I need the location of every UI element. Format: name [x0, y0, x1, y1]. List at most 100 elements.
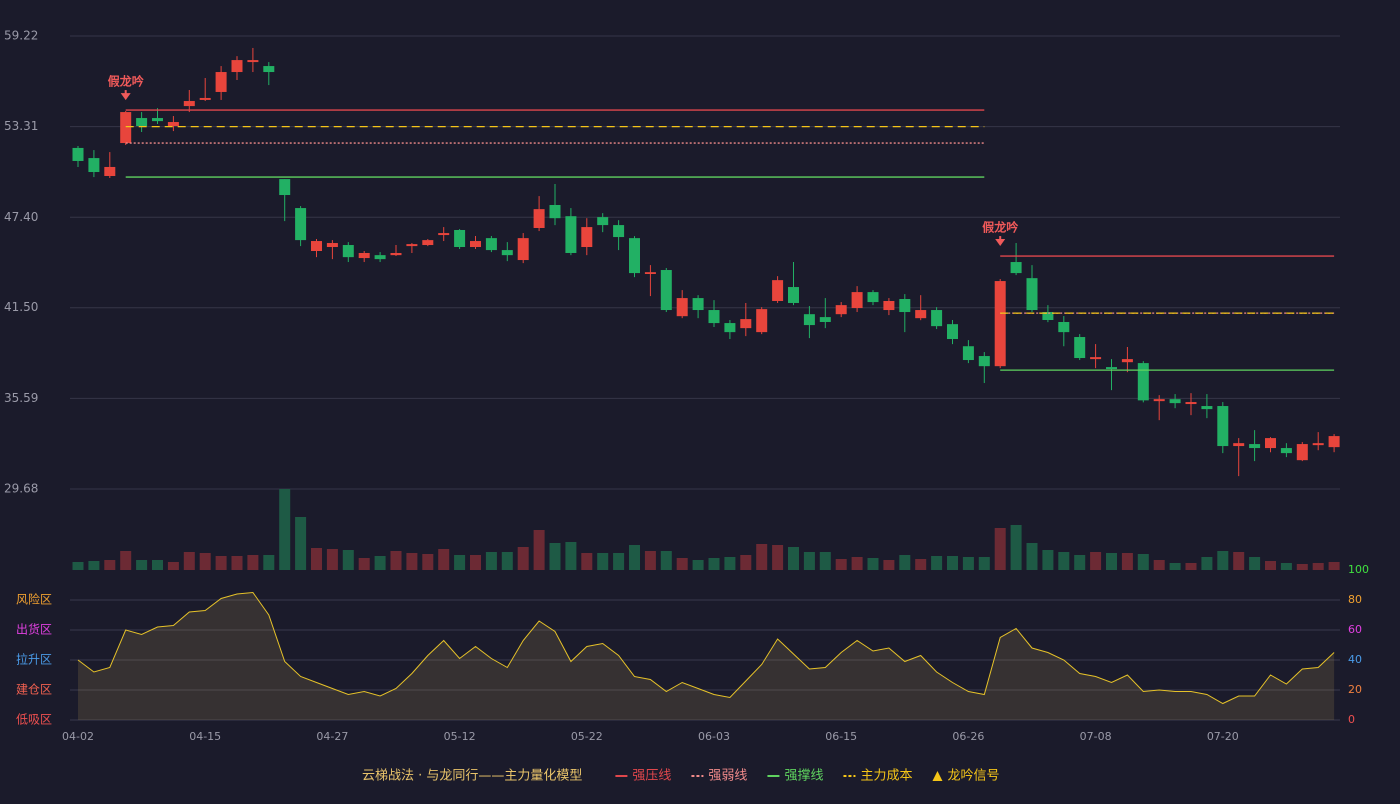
- volume-bar: [581, 553, 593, 570]
- volume-bar: [422, 554, 434, 570]
- y-tick-label: 35.59: [4, 391, 38, 405]
- candle-body: [1265, 438, 1276, 449]
- zone-label: 建仓区: [16, 683, 52, 697]
- volume-bar: [311, 548, 322, 570]
- candle-body: [279, 179, 291, 196]
- osc-tick-label: 20: [1348, 683, 1362, 696]
- volume-bar: [819, 552, 831, 570]
- candle-body: [167, 122, 179, 127]
- y-tick-label: 41.50: [4, 300, 38, 314]
- candle-body: [454, 229, 466, 248]
- candle-body: [1169, 399, 1181, 404]
- volume-bar: [915, 559, 927, 570]
- candle-body: [867, 292, 879, 303]
- candle-body: [311, 241, 322, 251]
- candle-body: [1249, 444, 1261, 449]
- candle-body: [644, 272, 656, 275]
- volume-bar: [788, 547, 799, 570]
- x-tick-label: 06-26: [952, 730, 984, 743]
- candle-body: [533, 209, 545, 228]
- candle-body: [215, 72, 227, 92]
- legend-label: 强压线: [632, 769, 671, 784]
- candle-body: [517, 238, 529, 261]
- volume-bar: [215, 556, 227, 570]
- volume-bar: [549, 543, 561, 570]
- volume-bar: [613, 553, 625, 570]
- candle-body: [136, 118, 148, 127]
- volume-bar: [1217, 551, 1229, 570]
- candle-body: [978, 356, 990, 367]
- x-tick-label: 05-12: [444, 730, 476, 743]
- legend-marker: [932, 771, 943, 781]
- volume-bar: [676, 558, 688, 570]
- candle-body: [883, 300, 895, 311]
- volume-bar: [1042, 550, 1054, 570]
- candle-body: [422, 240, 434, 246]
- volume-bar: [597, 553, 609, 570]
- candle-body: [756, 309, 768, 333]
- candle-body: [263, 66, 275, 73]
- candle-body: [708, 310, 720, 324]
- candle-body: [1058, 322, 1070, 333]
- volume-bar: [1153, 560, 1165, 570]
- volume-bar: [1312, 563, 1324, 570]
- legend-label: 强撑线: [784, 769, 823, 784]
- candle-body: [565, 216, 577, 253]
- signal-label: 假龙吟: [108, 74, 144, 89]
- candle-body: [1090, 357, 1102, 360]
- candle-body: [788, 287, 799, 303]
- osc-tick-label: 80: [1348, 593, 1362, 606]
- volume-bar: [533, 530, 545, 570]
- volume-bar: [183, 552, 195, 570]
- volume-bar: [72, 562, 84, 570]
- candle-body: [1201, 406, 1213, 410]
- volume-bar: [470, 555, 481, 570]
- candle-body: [406, 244, 418, 247]
- volume-bar: [978, 557, 990, 570]
- candle-body: [660, 270, 672, 311]
- candle-body: [1121, 359, 1133, 363]
- volume-bar: [1265, 561, 1276, 570]
- candle-body: [1042, 312, 1054, 321]
- volume-bar: [867, 558, 879, 570]
- x-tick-label: 07-20: [1207, 730, 1239, 743]
- volume-bar: [263, 555, 275, 570]
- candle-body: [1312, 443, 1324, 446]
- candle-body: [1106, 367, 1117, 370]
- candle-body: [740, 319, 752, 329]
- volume-bar: [1106, 553, 1117, 570]
- x-tick-label: 04-02: [62, 730, 94, 743]
- x-tick-label: 04-15: [189, 730, 221, 743]
- volume-bar: [247, 555, 259, 570]
- candle-body: [1328, 436, 1340, 448]
- y-tick-label: 59.22: [4, 29, 38, 43]
- candle-body: [199, 97, 211, 100]
- y-tick-label: 47.40: [4, 210, 38, 224]
- candle-body: [358, 252, 370, 259]
- volume-bar: [931, 556, 943, 570]
- legend-label: 主力成本: [860, 769, 912, 784]
- candle-body: [692, 298, 704, 311]
- candle-body: [485, 238, 497, 251]
- volume-bar: [565, 542, 577, 570]
- volume-bar: [279, 489, 291, 570]
- volume-bar: [374, 556, 386, 570]
- candle-body: [326, 243, 338, 248]
- volume-bar: [724, 557, 736, 570]
- candle-body: [247, 60, 259, 63]
- candle-body: [1280, 448, 1292, 454]
- osc-line: [77, 591, 1335, 705]
- candle-body: [390, 252, 402, 256]
- candle-body: [803, 314, 815, 326]
- volume-bar: [1185, 563, 1197, 570]
- candle-body: [1010, 262, 1022, 274]
- candle-body: [1233, 443, 1245, 447]
- volume-bar: [1296, 564, 1308, 570]
- candle-body: [1217, 406, 1229, 447]
- signal-label: 假龙吟: [982, 220, 1018, 235]
- osc-tick-label: 100: [1348, 563, 1369, 576]
- volume-bar: [1010, 525, 1022, 570]
- legend-label: 强弱线: [708, 769, 747, 784]
- x-tick-label: 07-08: [1080, 730, 1112, 743]
